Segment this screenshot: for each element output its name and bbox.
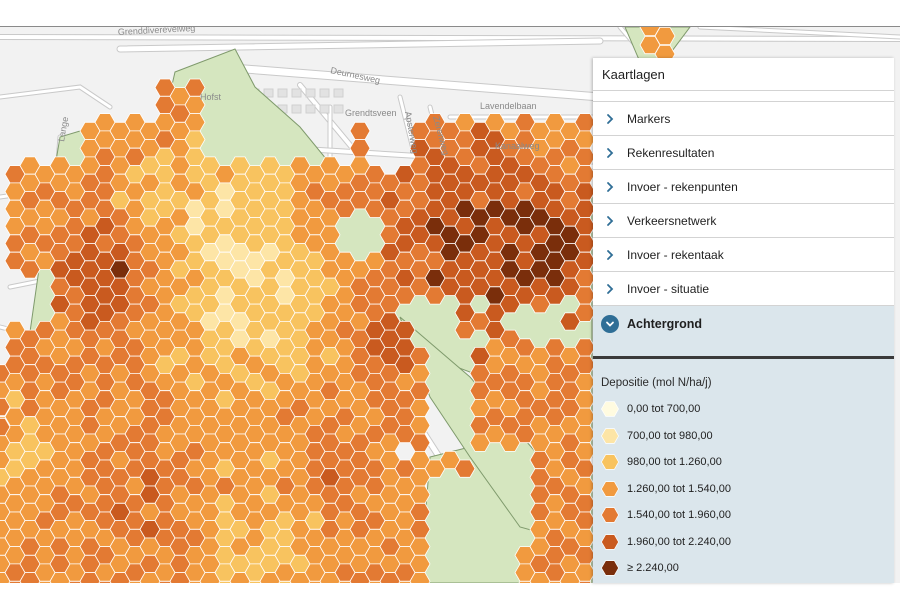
legend-item: 1.960,00 tot 2.240,00: [601, 529, 894, 556]
building: [291, 88, 302, 98]
legend-label: 700,00 tot 980,00: [627, 429, 713, 442]
legend-items: 0,00 tot 700,00 700,00 tot 980,00 980,00 t…: [601, 396, 894, 582]
layer-row-achtergrond[interactable]: Achtergrond: [593, 306, 894, 342]
building: [305, 88, 316, 98]
layer-row-invoer-rekenpunten[interactable]: Invoer - rekenpunten: [593, 170, 894, 204]
panel-spacer: [593, 91, 894, 102]
legend-item: 1.260,00 tot 1.540,00: [601, 476, 894, 503]
road-label: Grenddiverevelweg: [118, 27, 196, 37]
road-label: Kanaalweg: [495, 141, 540, 151]
deposition-hex: [0, 397, 11, 417]
legend-divider: [593, 356, 894, 359]
legend-hex-swatch: [601, 481, 619, 497]
legend-item: 980,00 tot 1.260,00: [601, 449, 894, 476]
deposition-hex: [574, 303, 596, 322]
layer-label: Rekenresultaten: [627, 145, 715, 160]
building: [277, 88, 288, 98]
deposition-hex: [349, 121, 371, 140]
building: [319, 104, 330, 114]
layer-label: Invoer - rekenpunten: [627, 179, 738, 194]
legend-hex-swatch: [601, 534, 619, 550]
legend-label: 0,00 tot 700,00: [627, 403, 701, 416]
legend-label: 1.540,00 tot 1.960,00: [627, 509, 731, 522]
deposition-hexagons: [0, 27, 676, 583]
building: [291, 104, 302, 114]
road-2: [216, 63, 604, 101]
building: [263, 88, 274, 98]
bottom-bar: [0, 583, 900, 590]
layer-row-markers[interactable]: Markers: [593, 102, 894, 136]
chevron-right-icon[interactable]: [593, 249, 627, 261]
layer-row-verkeersnetwerk[interactable]: Verkeersnetwerk: [593, 204, 894, 238]
legend-hex-swatch: [601, 454, 619, 470]
legend-label: ≥ 2.240,00: [627, 562, 679, 575]
road-0: [0, 35, 900, 41]
layer-row-invoer-situatie[interactable]: Invoer - situatie: [593, 272, 894, 306]
building: [305, 104, 316, 114]
legend-hex-swatch: [601, 401, 619, 417]
road-label: Deurnesweg: [330, 65, 382, 85]
legend-label: 1.960,00 tot 2.240,00: [627, 535, 731, 548]
chevron-right-icon[interactable]: [593, 147, 627, 159]
chevron-right-icon[interactable]: [593, 215, 627, 227]
layer-row-rekenresultaten[interactable]: Rekenresultaten: [593, 136, 894, 170]
layer-label: Markers: [627, 111, 671, 126]
road-9: [0, 85, 112, 109]
top-bar: [0, 0, 900, 27]
building: [319, 88, 330, 98]
road-label: Hofst: [200, 92, 222, 102]
chevron-right-icon[interactable]: [593, 113, 627, 125]
layer-label: Achtergrond: [627, 317, 702, 331]
layer-label: Invoer - rekentaak: [627, 247, 724, 262]
legend: Depositie (mol N/ha/j) 0,00 tot 700,00 70…: [593, 359, 894, 582]
legend-hex-swatch: [601, 428, 619, 444]
chevron-down-icon[interactable]: [593, 315, 627, 333]
deposition-hex: [578, 580, 592, 583]
deposition-hex: [0, 417, 11, 437]
road-label: Lavendelbaan: [480, 101, 537, 111]
layer-label: Invoer - situatie: [627, 281, 710, 296]
legend-item: 1.540,00 tot 1.960,00: [601, 502, 894, 529]
layer-label: Verkeersnetwerk: [627, 213, 717, 228]
deposition-hex: [409, 572, 431, 583]
deposition-hex: [454, 459, 476, 478]
legend-item: 0,00 tot 700,00: [601, 396, 894, 423]
road-label: Lange: [56, 116, 70, 142]
legend-label: 980,00 tot 1.260,00: [627, 456, 722, 469]
legend-title: Depositie (mol N/ha/j): [601, 377, 712, 389]
road-label: Grendtsveen: [345, 108, 397, 118]
layer-row-invoer-rekentaak[interactable]: Invoer - rekentaak: [593, 238, 894, 272]
panel-title: Kaartlagen: [593, 58, 894, 91]
road-1: [117, 38, 603, 52]
building: [333, 88, 344, 98]
map-layers-panel: Kaartlagen Markers Rekenresultaten Invoer …: [593, 58, 894, 583]
layer-list: Markers Rekenresultaten Invoer - rekenpunt…: [593, 102, 894, 342]
chevron-right-icon[interactable]: [593, 283, 627, 295]
legend-item: ≥ 2.240,00: [601, 555, 894, 582]
legend-hex-swatch: [601, 560, 619, 576]
legend-hex-swatch: [601, 507, 619, 523]
road-label: Apsterweg: [403, 111, 420, 155]
chevron-right-icon[interactable]: [593, 181, 627, 193]
legend-label: 1.260,00 tot 1.540,00: [627, 482, 731, 495]
legend-item: 700,00 tot 980,00: [601, 423, 894, 450]
building: [333, 104, 344, 114]
road-15: [698, 27, 900, 39]
